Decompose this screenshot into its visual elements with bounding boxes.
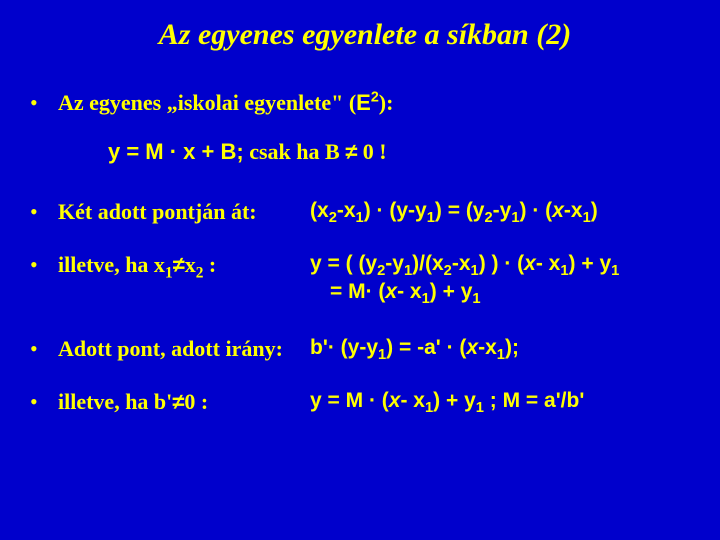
bullet-4-formula: b'· (y-y1) = -a' · (x-x1);: [310, 334, 519, 362]
bullet-5-formula: y = M · (x- x1) + y1 ; M = a'/b': [310, 387, 584, 415]
bullet-marker: •: [30, 197, 44, 228]
bullet-marker: •: [30, 250, 44, 281]
bullet-marker: •: [30, 334, 44, 365]
bullet-2-label: Két adott pontján át:: [58, 197, 257, 228]
bullet-4-label: Adott pont, adott irány:: [58, 334, 283, 365]
bullet-3: • illetve, ha x1≠x2 : y = ( (y2-y1)/(x2-…: [30, 250, 690, 307]
bullet-2-formula: (x2-x1) · (y-y1) = (y2-y1) · (x-x1): [310, 197, 598, 225]
bullet-4: • Adott pont, adott irány: b'· (y-y1) = …: [30, 334, 690, 365]
bullet-5: • illetve, ha b'≠0 : y = M · (x- x1) + y…: [30, 387, 690, 418]
bullet-marker: •: [30, 88, 44, 119]
bullet-marker: •: [30, 387, 44, 418]
bullet-1-text: Az egyenes „iskolai egyenlete" (E2):: [58, 88, 393, 119]
equation-line-1: y = M · x + B; csak ha B ≠ 0 !: [108, 139, 690, 165]
bullet-3-label: illetve, ha x1≠x2 :: [58, 250, 216, 281]
bullet-3-formula: y = ( (y2-y1)/(x2-x1) ) · (x- x1) + y1 =…: [310, 250, 619, 307]
bullet-5-label: illetve, ha b'≠0 :: [58, 387, 208, 418]
slide-title: Az egyenes egyenlete a síkban (2): [40, 18, 690, 52]
bullet-1: • Az egyenes „iskolai egyenlete" (E2):: [30, 88, 690, 119]
bullet-2: • Két adott pontján át: (x2-x1) · (y-y1)…: [30, 197, 690, 228]
